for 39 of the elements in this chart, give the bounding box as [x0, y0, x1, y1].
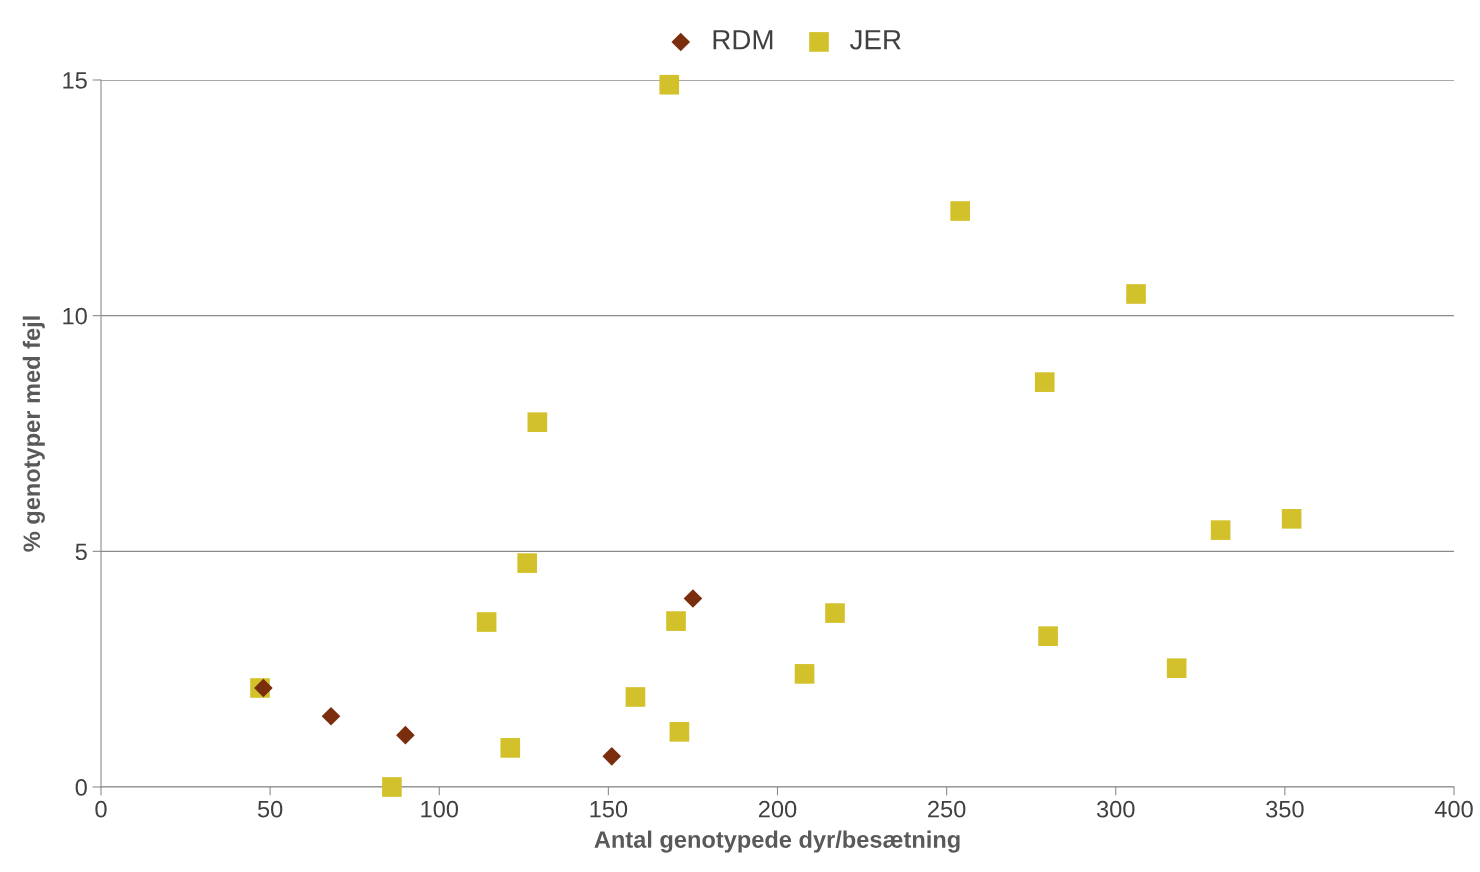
point	[683, 589, 703, 608]
point	[659, 74, 680, 95]
point	[1126, 284, 1146, 304]
y-tick-label: 5	[75, 543, 87, 561]
x-tick-label: 250	[928, 800, 966, 818]
point	[825, 603, 845, 623]
point	[1210, 520, 1231, 540]
point	[396, 725, 415, 745]
point	[476, 612, 497, 632]
y-axis-title: % genotyper med fejl	[22, 316, 45, 552]
point	[1281, 508, 1302, 529]
point	[669, 722, 690, 742]
point	[950, 201, 970, 221]
legend-label: RDM	[713, 30, 773, 50]
y-tick-label: 15	[63, 72, 87, 89]
x-tick-label: 350	[1266, 800, 1304, 818]
x-tick-label: 150	[590, 800, 628, 818]
point	[500, 738, 521, 758]
x-axis-title: Antal genotypede dyr/besætning	[594, 830, 960, 853]
x-tick-label: 100	[421, 800, 459, 818]
point	[1034, 372, 1055, 392]
x-tick-label: 200	[758, 800, 797, 818]
x-tick-label: 50	[257, 800, 283, 818]
point	[602, 747, 622, 766]
point	[794, 664, 815, 684]
x-tick-label: 300	[1096, 800, 1135, 818]
point	[527, 412, 548, 433]
legend-label: JER	[849, 30, 901, 50]
point	[625, 687, 646, 707]
point	[1166, 658, 1187, 679]
point	[382, 777, 402, 797]
x-tick-label: 400	[1434, 800, 1473, 818]
point	[517, 553, 538, 573]
y-tick-label: 0	[75, 779, 87, 796]
point	[1038, 626, 1058, 646]
point	[666, 611, 686, 631]
y-tick-label: 10	[63, 307, 87, 325]
x-tick-label: 0	[95, 800, 107, 818]
point	[321, 706, 341, 726]
